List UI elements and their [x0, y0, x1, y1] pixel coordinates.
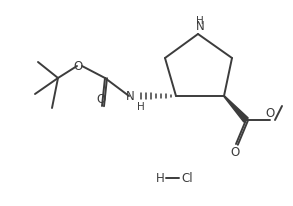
Text: H: H — [196, 16, 204, 26]
Text: O: O — [74, 60, 83, 73]
Text: H: H — [156, 172, 165, 185]
Text: N: N — [196, 20, 205, 33]
Text: H: H — [137, 102, 145, 111]
Text: O: O — [230, 145, 240, 158]
Text: Cl: Cl — [181, 172, 193, 185]
Text: N: N — [126, 89, 135, 102]
Text: O: O — [265, 107, 275, 119]
Text: O: O — [96, 92, 105, 105]
Polygon shape — [224, 96, 248, 122]
